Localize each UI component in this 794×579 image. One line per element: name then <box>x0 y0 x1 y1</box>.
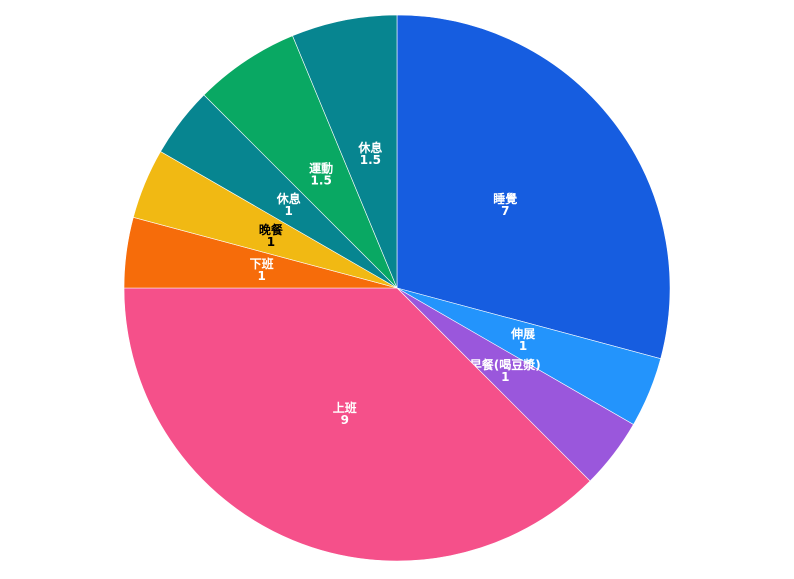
slice-value: 1 <box>285 204 293 218</box>
slice-value: 1 <box>519 339 527 353</box>
slice-label: 晚餐 <box>259 222 284 237</box>
slice-label: 睡覺 <box>493 191 517 206</box>
slice-value: 1 <box>501 370 509 384</box>
pie-slice <box>396 14 671 360</box>
slice-label: 伸展 <box>510 326 535 341</box>
slice-value: 7 <box>501 204 509 218</box>
slice-label: 運動 <box>309 161 333 176</box>
slice-label: 休息 <box>357 140 382 155</box>
pie-slice <box>123 287 591 562</box>
slice-value: 1 <box>267 235 275 249</box>
slice-label: 早餐(喝豆漿) <box>470 357 541 372</box>
slice-value: 1.5 <box>360 153 381 167</box>
slice-value: 1 <box>257 269 265 283</box>
slice-label: 上班 <box>333 400 357 415</box>
slice-label: 休息 <box>276 191 301 206</box>
slice-label: 下班 <box>250 256 274 271</box>
slice-value: 9 <box>341 413 349 427</box>
slice-value: 1.5 <box>311 174 332 188</box>
pie-slice <box>292 14 398 289</box>
